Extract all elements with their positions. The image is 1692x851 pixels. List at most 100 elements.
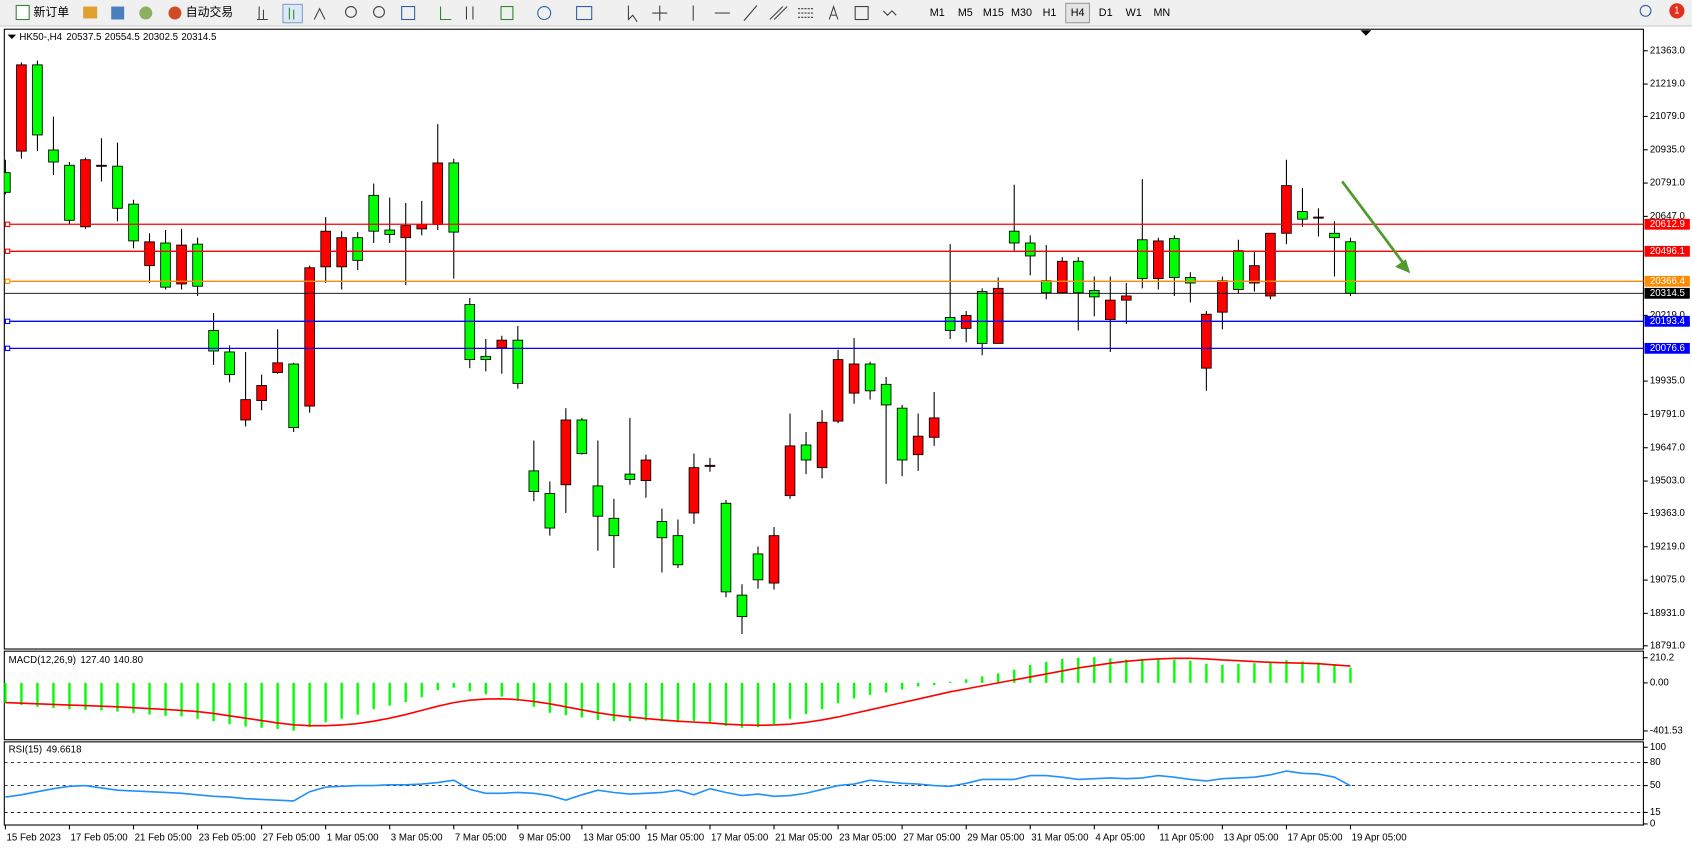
open: 20537.5 xyxy=(66,31,101,42)
icon-button[interactable] xyxy=(627,5,638,22)
line-chart: 100 80 50 150 xyxy=(4,742,1667,830)
icon xyxy=(15,4,30,21)
level-label: 20366.4 xyxy=(1650,276,1686,287)
icon-button[interactable] xyxy=(743,5,758,21)
icon-button[interactable] xyxy=(373,6,385,18)
x-tick-label: 21 Mar 05:00 xyxy=(775,833,833,844)
candle-body xyxy=(192,243,203,287)
candle-body xyxy=(32,64,43,136)
macd-bar xyxy=(644,682,648,721)
macd-bar xyxy=(900,682,904,690)
icon-button[interactable] xyxy=(282,3,303,24)
candle-body xyxy=(96,164,107,167)
macd-bar xyxy=(1109,658,1112,683)
macd-bar xyxy=(484,682,487,695)
icon-button[interactable] xyxy=(465,6,474,20)
icon-button[interactable] xyxy=(854,6,869,21)
icon-button[interactable] xyxy=(111,6,125,20)
candle-body xyxy=(1281,185,1292,234)
macd-bar xyxy=(1125,659,1128,683)
candle-body xyxy=(48,149,59,163)
icon-button[interactable] xyxy=(537,6,552,21)
candle-body xyxy=(928,417,940,438)
timeframe-button[interactable]: MN xyxy=(1153,7,1170,19)
timeframe-button[interactable]: W1 xyxy=(1126,7,1142,19)
x-tick-label: 27 Mar 05:00 xyxy=(903,833,961,844)
candle-body xyxy=(624,473,636,480)
candles xyxy=(4,60,1356,634)
candle-body xyxy=(976,291,988,344)
new-order-button[interactable]: 新订单 xyxy=(15,4,69,21)
macd-bar xyxy=(1333,664,1336,683)
icon-button[interactable] xyxy=(652,5,668,21)
search-button[interactable] xyxy=(1639,4,1652,17)
macd-bar xyxy=(1013,669,1016,683)
timeframe-button[interactable]: H4 xyxy=(1071,7,1085,19)
y-tick-label: 20219.0 xyxy=(1650,310,1686,321)
timeframe-label: M5 xyxy=(958,7,973,19)
timeframe-button[interactable]: M30 xyxy=(1011,7,1032,19)
x-tick-label: 3 Mar 05:00 xyxy=(391,833,443,844)
macd-bar xyxy=(228,682,231,725)
icon-button[interactable] xyxy=(828,4,839,20)
icon-button[interactable] xyxy=(500,6,514,21)
macd-bar xyxy=(244,682,247,727)
icon-button[interactable] xyxy=(576,6,593,21)
candle-body xyxy=(1072,260,1084,294)
timeframe-button[interactable]: H1 xyxy=(1043,7,1057,19)
candle-body xyxy=(336,237,347,268)
shift-marker xyxy=(1360,30,1372,36)
candle-body xyxy=(80,159,91,228)
candle-body xyxy=(352,237,363,261)
candle-body xyxy=(112,165,123,209)
button-label: 自动交易 xyxy=(186,5,233,19)
x-tick-label: 23 Feb 05:00 xyxy=(199,833,257,844)
last-price-box xyxy=(1644,287,1690,299)
close: 20314.5 xyxy=(181,31,216,42)
icon-button[interactable] xyxy=(401,6,416,21)
x-tick-label: 23 Mar 05:00 xyxy=(839,833,897,844)
macd-bar xyxy=(260,682,263,728)
icon-button[interactable] xyxy=(313,7,326,20)
candle-body xyxy=(656,521,668,539)
x-tick-label: 19 Apr 05:00 xyxy=(1352,833,1408,844)
icon-button[interactable] xyxy=(83,6,98,19)
timeframe-label: H4 xyxy=(1071,7,1085,19)
button-label: 新订单 xyxy=(33,5,69,19)
candle-body xyxy=(400,225,412,239)
macd-bar xyxy=(548,682,552,713)
icon-button[interactable] xyxy=(344,6,357,18)
icon-button[interactable] xyxy=(882,10,897,16)
candle-body xyxy=(288,363,299,429)
timeframe-button[interactable]: M15 xyxy=(983,7,1004,19)
icon-button[interactable] xyxy=(797,8,814,18)
candle-body xyxy=(1105,299,1116,321)
x-tick-label: 17 Feb 05:00 xyxy=(71,833,129,844)
timeframe-button[interactable]: D1 xyxy=(1099,7,1113,19)
y-tick-label: 21363.0 xyxy=(1650,45,1686,56)
macd-bar xyxy=(1285,660,1288,683)
notification-badge[interactable] xyxy=(1669,3,1685,19)
macd-bar xyxy=(756,682,760,728)
y-tick-label: 20647.0 xyxy=(1650,211,1686,222)
icon-button[interactable] xyxy=(440,6,452,21)
level-handle xyxy=(4,345,11,352)
macd-bar xyxy=(596,682,600,720)
icon-button[interactable] xyxy=(139,6,153,20)
timeframe-button[interactable]: M1 xyxy=(930,7,945,19)
macd-bar xyxy=(1221,664,1224,683)
icon-button[interactable] xyxy=(256,6,268,21)
timeframe-button[interactable]: M5 xyxy=(958,7,973,19)
macd-bar xyxy=(612,682,616,722)
candle-body xyxy=(320,230,331,268)
candle-body xyxy=(1137,239,1148,280)
y-tick-label: 15 xyxy=(1650,807,1661,818)
icon-button[interactable] xyxy=(769,6,788,20)
macd-bar xyxy=(100,682,103,711)
candle-body xyxy=(416,224,428,230)
candle-body xyxy=(1024,242,1036,257)
macd-bar xyxy=(852,682,856,699)
auto-trading-button[interactable]: 自动交易 xyxy=(168,5,233,20)
high: 20554.5 xyxy=(105,31,140,42)
macd-bar xyxy=(212,682,215,722)
